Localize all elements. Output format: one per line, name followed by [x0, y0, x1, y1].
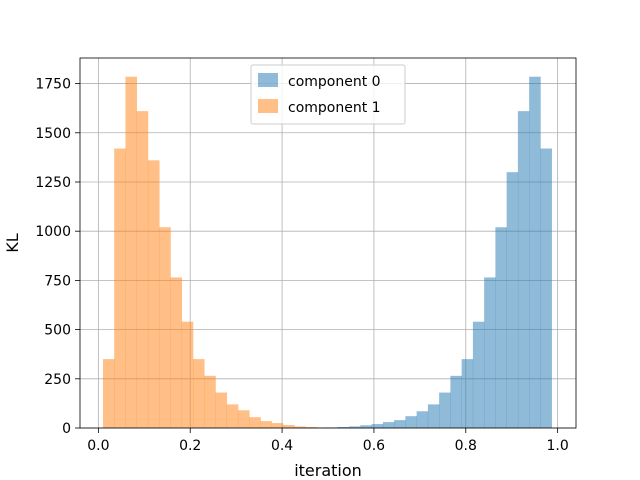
- y-tick-label: 750: [44, 273, 71, 289]
- histogram-bar: [114, 148, 126, 428]
- histogram-bar: [181, 321, 194, 428]
- x-axis-label: iteration: [294, 461, 362, 480]
- y-tick-label: 250: [44, 372, 71, 388]
- histogram-bar: [271, 423, 284, 428]
- histogram-bar: [305, 427, 318, 428]
- histogram-bar: [472, 321, 485, 428]
- x-tick-label: 1.0: [546, 438, 568, 454]
- histogram-bar: [450, 375, 462, 428]
- histogram-bar: [260, 421, 273, 428]
- legend-frame: [250, 64, 406, 125]
- histogram-bar: [170, 277, 183, 428]
- bars: [102, 76, 552, 428]
- legend-label-component-0: component 0: [288, 74, 381, 90]
- histogram-bar: [529, 76, 541, 428]
- series-1-bars: [102, 76, 329, 428]
- plot-frame: [79, 57, 577, 429]
- histogram-bar: [159, 227, 171, 428]
- y-tick-label: 500: [44, 323, 71, 339]
- histogram-bar: [237, 410, 250, 428]
- y-tick-label: 1500: [35, 126, 71, 142]
- histogram-bar: [360, 425, 372, 428]
- histogram-bar: [282, 425, 295, 428]
- histogram-bar: [136, 111, 149, 428]
- legend-label-component-1: component 1: [288, 100, 381, 116]
- histogram-bar: [394, 420, 406, 428]
- histogram-bar: [204, 375, 216, 428]
- x-tick-label: 0.8: [455, 438, 477, 454]
- series-0-bars: [326, 76, 552, 428]
- histogram-bar: [215, 392, 228, 428]
- histogram-bar: [294, 426, 306, 428]
- x-tick-label: 0.6: [363, 438, 385, 454]
- x-tick-label: 0.0: [87, 438, 109, 454]
- y-tick-label: 1000: [35, 224, 71, 240]
- histogram-bar: [226, 404, 239, 428]
- histogram-bar: [382, 422, 395, 428]
- histogram-bar: [416, 411, 429, 428]
- histogram-bar: [125, 76, 138, 428]
- histogram-bar: [506, 172, 519, 428]
- histogram-bar: [439, 392, 451, 428]
- histogram-bar: [249, 417, 261, 428]
- histogram-bar: [427, 404, 440, 428]
- y-axis-label: KL: [3, 233, 22, 252]
- histogram-bar: [405, 416, 417, 428]
- legend-swatch-component-0: [258, 73, 278, 87]
- y-tick-label: 1750: [35, 77, 71, 93]
- histogram-bar: [495, 227, 507, 428]
- x-tick-label: 0.2: [179, 438, 201, 454]
- histogram-bar: [540, 148, 552, 428]
- histogram-bar: [102, 359, 115, 428]
- legend-swatch-component-1: [258, 99, 278, 113]
- axes: 0.0 0.2 0.4 0.6 0.8 1.0 0 250 500 750 1000 1250 1500…: [35, 57, 577, 454]
- y-tick-label: 1250: [35, 175, 71, 191]
- histogram-bar: [147, 160, 160, 428]
- legend: component 0 component 1: [250, 64, 406, 125]
- y-tick-label: 0: [62, 421, 71, 437]
- histogram-bar: [371, 424, 384, 428]
- x-tick-label: 0.4: [271, 438, 293, 454]
- histogram-bar: [337, 427, 350, 428]
- histogram-bar: [192, 359, 205, 428]
- histogram-bar: [461, 359, 474, 428]
- histogram-bar: [517, 111, 530, 428]
- histogram-bar: [484, 277, 496, 428]
- histogram-bar: [349, 426, 361, 428]
